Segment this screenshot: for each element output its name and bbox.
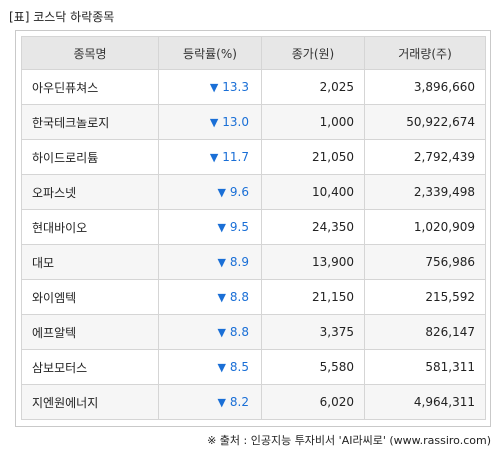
down-triangle-icon: ▼ — [209, 116, 219, 129]
stock-name: 오파스넷 — [21, 174, 159, 210]
volume: 1,020,909 — [364, 209, 486, 245]
volume: 581,311 — [364, 349, 486, 385]
change-value: 8.5 — [229, 360, 249, 374]
volume: 756,986 — [364, 244, 486, 280]
down-triangle-icon: ▼ — [217, 221, 226, 234]
stock-name: 지엔원에너지 — [21, 384, 159, 420]
change-rate: ▼ 8.8 — [158, 314, 262, 350]
volume: 3,896,660 — [364, 69, 486, 105]
stock-table-frame: 종목명 등락률(%) 종가(원) 거래량(주) 아우딘퓨쳐스 ▼ 13.3 2,025… — [15, 30, 491, 427]
stock-name: 삼보모터스 — [21, 349, 159, 385]
table-row: 한국테크놀로지 ▼ 13.0 1,000 50,922,674 — [21, 104, 486, 140]
column-header-volume: 거래량(주) — [364, 36, 486, 70]
down-triangle-icon: ▼ — [217, 361, 226, 374]
change-value: 9.5 — [229, 220, 249, 234]
stock-name: 와이엠텍 — [21, 279, 159, 315]
volume: 50,922,674 — [364, 104, 486, 140]
close-price: 6,020 — [261, 384, 365, 420]
table-header-row: 종목명 등락률(%) 종가(원) 거래량(주) — [21, 36, 486, 70]
stock-table: 종목명 등락률(%) 종가(원) 거래량(주) 아우딘퓨쳐스 ▼ 13.3 2,025… — [21, 36, 486, 420]
change-rate: ▼ 8.5 — [158, 349, 262, 385]
change-value: 8.9 — [229, 255, 249, 269]
change-rate: ▼ 11.7 — [158, 139, 262, 175]
close-price: 1,000 — [261, 104, 365, 140]
stock-name: 한국테크놀로지 — [21, 104, 159, 140]
table-row: 에프알텍 ▼ 8.8 3,375 826,147 — [21, 314, 486, 350]
column-header-close: 종가(원) — [261, 36, 365, 70]
volume: 826,147 — [364, 314, 486, 350]
close-price: 13,900 — [261, 244, 365, 280]
page-title: [표] 코스닥 하락종목 — [9, 10, 115, 24]
stock-name: 하이드로리튬 — [21, 139, 159, 175]
stock-name: 아우딘퓨쳐스 — [21, 69, 159, 105]
change-rate: ▼ 9.6 — [158, 174, 262, 210]
source-note: ※ 출처 : 인공지능 투자비서 'AI라씨로' (www.rassiro.co… — [207, 434, 491, 447]
close-price: 21,050 — [261, 139, 365, 175]
change-value: 13.3 — [222, 80, 249, 94]
volume: 2,339,498 — [364, 174, 486, 210]
close-price: 21,150 — [261, 279, 365, 315]
change-rate: ▼ 13.0 — [158, 104, 262, 140]
change-rate: ▼ 13.3 — [158, 69, 262, 105]
close-price: 3,375 — [261, 314, 365, 350]
table-row: 와이엠텍 ▼ 8.8 21,150 215,592 — [21, 279, 486, 315]
table-row: 대모 ▼ 8.9 13,900 756,986 — [21, 244, 486, 280]
down-triangle-icon: ▼ — [217, 396, 226, 409]
change-rate: ▼ 9.5 — [158, 209, 262, 245]
stock-name: 현대바이오 — [21, 209, 159, 245]
volume: 215,592 — [364, 279, 486, 315]
table-row: 아우딘퓨쳐스 ▼ 13.3 2,025 3,896,660 — [21, 69, 486, 105]
down-triangle-icon: ▼ — [209, 81, 219, 94]
change-value: 8.8 — [229, 290, 249, 304]
volume: 4,964,311 — [364, 384, 486, 420]
table-row: 오파스넷 ▼ 9.6 10,400 2,339,498 — [21, 174, 486, 210]
change-value: 13.0 — [222, 115, 249, 129]
column-header-name: 종목명 — [21, 36, 159, 70]
table-row: 현대바이오 ▼ 9.5 24,350 1,020,909 — [21, 209, 486, 245]
stock-name: 에프알텍 — [21, 314, 159, 350]
down-triangle-icon: ▼ — [217, 291, 226, 304]
down-triangle-icon: ▼ — [217, 186, 226, 199]
table-row: 지엔원에너지 ▼ 8.2 6,020 4,964,311 — [21, 384, 486, 420]
table-row: 삼보모터스 ▼ 8.5 5,580 581,311 — [21, 349, 486, 385]
close-price: 10,400 — [261, 174, 365, 210]
close-price: 5,580 — [261, 349, 365, 385]
change-value: 8.2 — [229, 395, 249, 409]
change-value: 11.7 — [222, 150, 249, 164]
table-row: 하이드로리튬 ▼ 11.7 21,050 2,792,439 — [21, 139, 486, 175]
stock-name: 대모 — [21, 244, 159, 280]
change-value: 8.8 — [229, 325, 249, 339]
change-rate: ▼ 8.9 — [158, 244, 262, 280]
down-triangle-icon: ▼ — [217, 326, 226, 339]
volume: 2,792,439 — [364, 139, 486, 175]
down-triangle-icon: ▼ — [209, 151, 219, 164]
change-value: 9.6 — [229, 185, 249, 199]
change-rate: ▼ 8.8 — [158, 279, 262, 315]
column-header-change: 등락률(%) — [158, 36, 262, 70]
change-rate: ▼ 8.2 — [158, 384, 262, 420]
down-triangle-icon: ▼ — [217, 256, 226, 269]
close-price: 2,025 — [261, 69, 365, 105]
close-price: 24,350 — [261, 209, 365, 245]
